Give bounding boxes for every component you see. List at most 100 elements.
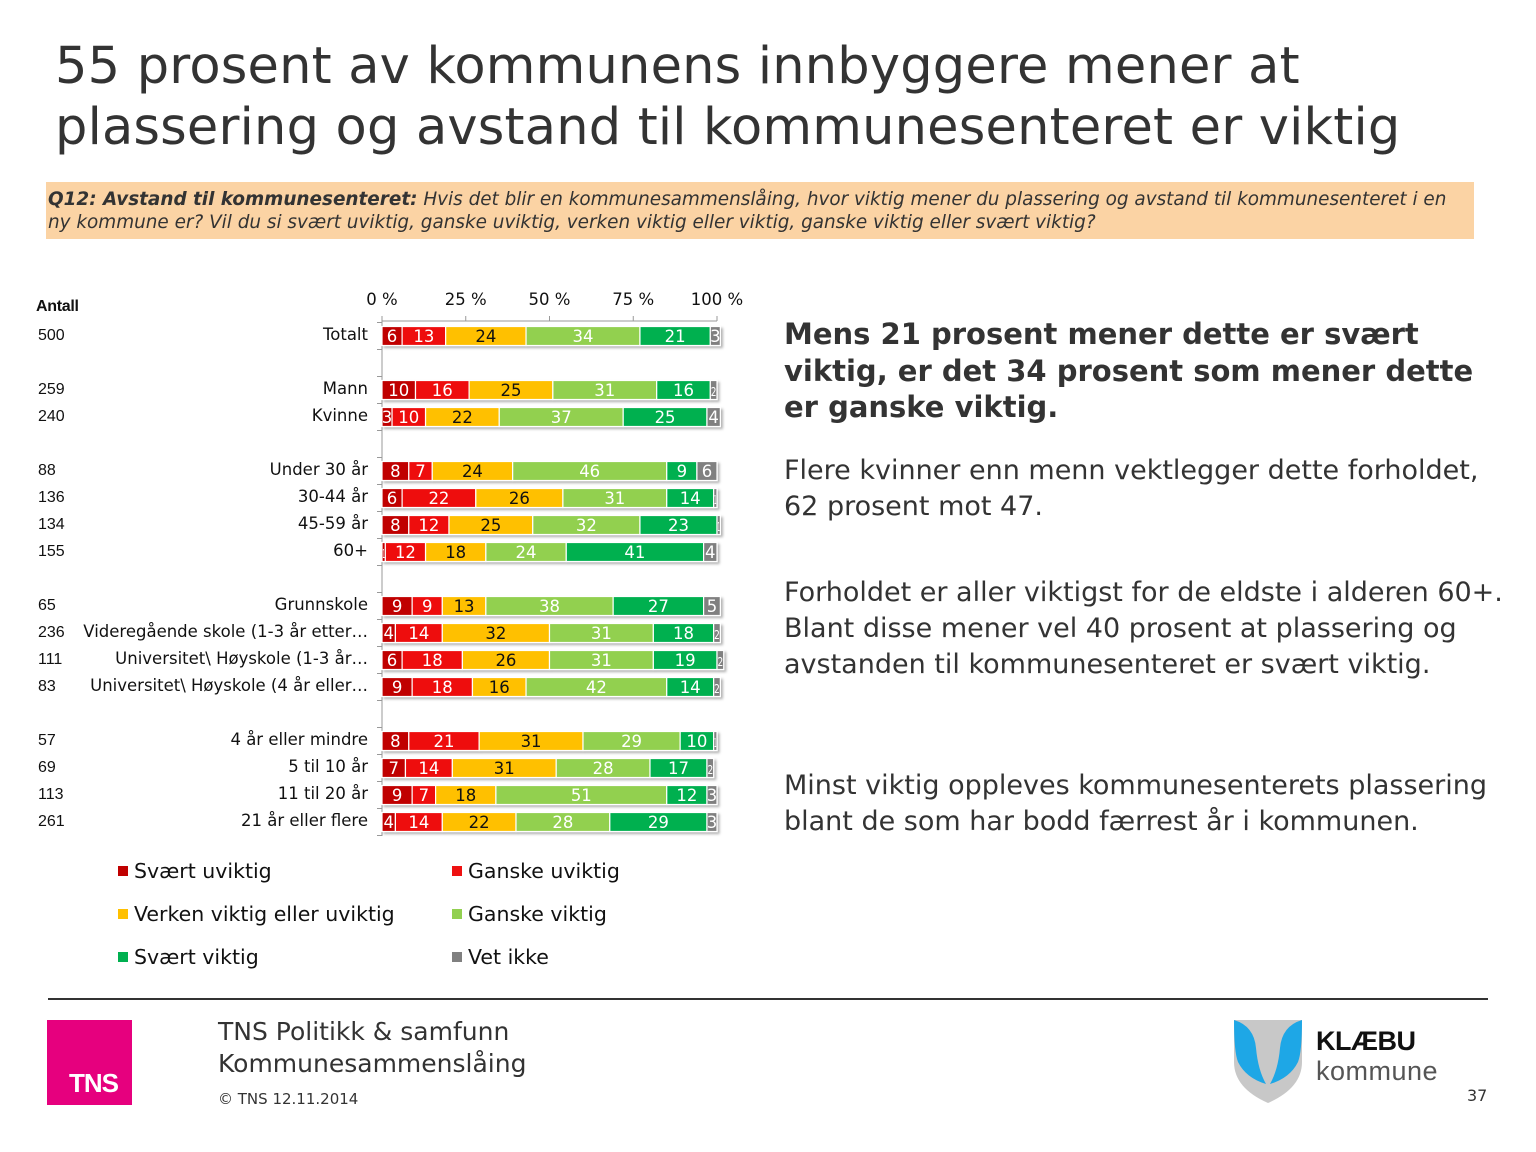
x-tick-label: 0 % (366, 290, 398, 309)
bar-value-label: 18 (455, 786, 476, 805)
bar-row-labels: 9 9 13 38 27 5 (392, 597, 717, 616)
bar-segment (709, 325, 721, 347)
bar-row-labels: 6 13 24 34 21 3 (387, 327, 721, 346)
bar-value-label: 4 (708, 408, 719, 427)
bar-row (381, 676, 721, 698)
side-paragraph-3: Minst viktig oppleves kommunesenterets p… (784, 770, 1487, 837)
bar-value-label: 22 (428, 489, 449, 508)
category-label: 60+ (333, 541, 368, 560)
bar-value-label: 14 (680, 678, 701, 697)
x-tick-label: 75 % (612, 290, 655, 309)
bar-row-labels: 4 14 32 31 18 2 (383, 624, 719, 643)
footer-divider (48, 998, 1488, 1000)
bar-value-label: 3 (710, 327, 721, 346)
legend-swatch (118, 909, 128, 919)
bar-value-label: 22 (452, 408, 473, 427)
antall-header: Antall (36, 298, 79, 315)
x-tick-label: 50 % (528, 290, 571, 309)
bar-row (381, 811, 718, 833)
bar-value-label: 22 (469, 813, 490, 832)
category-label: 11 til 20 år (277, 784, 368, 803)
bar-segment (706, 757, 715, 779)
bar-row (381, 757, 715, 779)
bar-value-label: 16 (489, 678, 510, 697)
bar-value-label: 25 (480, 516, 501, 535)
antall-value: 134 (38, 516, 65, 533)
bar-value-label: 18 (432, 678, 453, 697)
bar-row-labels: 6 22 26 31 14 1 (387, 489, 717, 508)
bar-value-label: 8 (390, 516, 401, 535)
bar-value-label: 6 (387, 489, 398, 508)
bar-value-label: 16 (673, 381, 694, 400)
bar-value-label: 34 (573, 327, 594, 346)
category-label: Universitet\ Høyskole (4 år eller… (90, 676, 368, 695)
bar-value-label: 14 (408, 624, 429, 643)
bar-row-labels: 9 18 16 42 14 2 (392, 678, 720, 697)
antall-value: 113 (38, 786, 64, 803)
bar-value-label: 9 (422, 597, 433, 616)
antall-value: 155 (38, 543, 65, 560)
bar-row (381, 406, 721, 428)
bar-value-label: 29 (621, 732, 642, 751)
bar-value-label: 12 (395, 543, 416, 562)
legend-swatch (118, 952, 128, 962)
legend-swatch (118, 866, 128, 876)
bar-value-label: 28 (593, 759, 614, 778)
bar-segment (716, 649, 725, 671)
bar-value-label: 9 (392, 597, 403, 616)
antall-value: 261 (38, 813, 65, 830)
bar-value-label: 31 (594, 381, 615, 400)
category-label: 21 år eller flere (241, 811, 368, 830)
bar-value-label: 12 (418, 516, 439, 535)
bar-segment (702, 541, 718, 563)
bar-value-label: 7 (388, 759, 399, 778)
bar-value-label: 13 (413, 327, 434, 346)
bar-value-label: 18 (673, 624, 694, 643)
bar-segment (713, 730, 718, 752)
question-text: Hvis det blir en kommunesammenslåing, hv… (48, 189, 1447, 233)
bar-row-labels: 3 10 22 37 25 4 (382, 408, 719, 427)
category-label: Kvinne (311, 406, 368, 425)
bar-value-label: 24 (475, 327, 496, 346)
question-label: Q12: Avstand til kommunesenteret: (48, 189, 418, 210)
bar-row (381, 649, 725, 671)
bar-value-label: 25 (655, 408, 676, 427)
bar-value-label: 2 (711, 385, 717, 399)
bar-value-label: 16 (432, 381, 453, 400)
bar-row (381, 379, 718, 401)
bar-value-label: 32 (485, 624, 506, 643)
bar-value-label: 14 (680, 489, 701, 508)
side-headline: Mens 21 prosent mener dette er svært vik… (784, 317, 1474, 424)
bar-value-label: 41 (624, 543, 645, 562)
antall-value: 111 (38, 651, 63, 668)
bar-value-label: 9 (677, 462, 688, 481)
bar-value-label: 38 (539, 597, 560, 616)
bar-value-label: 8 (390, 732, 401, 751)
page-number: 37 (1467, 1086, 1488, 1105)
bar-value-label: 2 (714, 682, 720, 696)
x-tick-label: 25 % (444, 290, 487, 309)
bar-value-label: 37 (551, 408, 572, 427)
bar-segment (709, 379, 718, 401)
bar-value-label: 6 (387, 327, 398, 346)
legend-item: Svært viktig (118, 945, 259, 969)
bar-value-label: 2 (714, 628, 720, 642)
bar-value-label: 9 (392, 786, 403, 805)
tns-logo: TNS (47, 1020, 132, 1105)
bar-value-label: 1 (714, 736, 716, 750)
x-tick-label: 100 % (690, 290, 744, 309)
bar-row-labels: 1 12 18 24 41 4 (383, 543, 716, 562)
category-label: 30-44 år (297, 487, 368, 506)
legend-item: Svært uviktig (118, 859, 272, 883)
bar-value-label: 1 (383, 547, 385, 561)
antall-value: 65 (38, 597, 56, 614)
bar-row (381, 325, 721, 347)
bar-value-label: 42 (586, 678, 607, 697)
stacked-bar-chart: 6 13 24 34 21 310 16 25 31 16 23 10 22 37 25 48 7 24 46 9 66… (377, 316, 725, 836)
category-label: Totalt (322, 325, 368, 344)
bar-value-label: 31 (521, 732, 542, 751)
legend-label: Vet ikke (468, 945, 549, 969)
legend-swatch (452, 909, 462, 919)
page-title: 55 prosent av kommunens innbyggere mener… (55, 37, 1401, 157)
bar-value-label: 7 (415, 462, 426, 481)
